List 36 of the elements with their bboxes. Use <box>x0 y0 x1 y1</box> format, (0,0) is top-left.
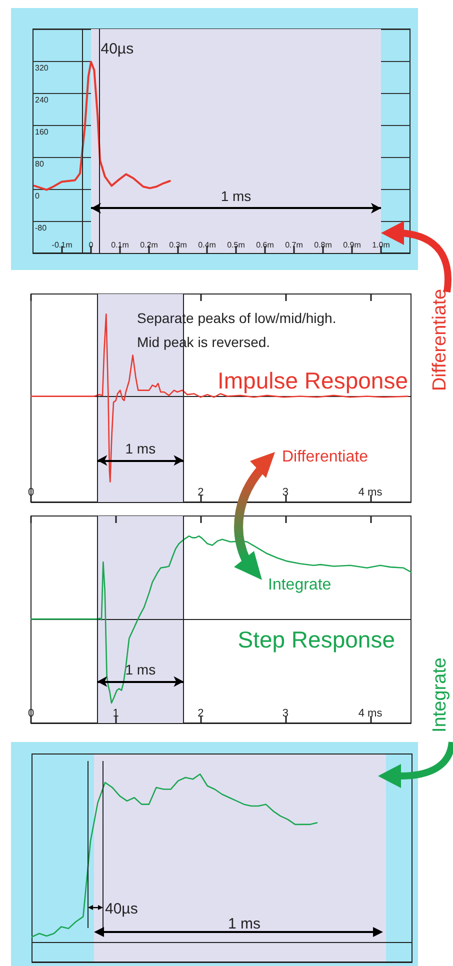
y-tick-label: 160 <box>35 128 49 136</box>
annotation: 40µs <box>105 900 138 918</box>
x-tick-label: 0.7m <box>285 240 304 250</box>
x-tick-label: 0.9m <box>343 240 362 250</box>
x-tick-label: 2 <box>198 486 204 498</box>
x-tick-label: 2 <box>198 708 204 720</box>
text: Step Response <box>238 626 396 652</box>
y-tick-label: 320 <box>35 64 49 72</box>
x-tick-label: 0.3m <box>169 240 188 250</box>
annotation: Differentiate <box>282 448 368 466</box>
annotation: Integrate <box>268 576 332 594</box>
band-label: 1 ms <box>125 440 156 456</box>
band-label: 1 ms <box>125 662 156 678</box>
x-tick-label: 0.8m <box>314 240 332 250</box>
x-tick-label: 0.5m <box>227 240 246 250</box>
x-tick-label: 3 <box>282 708 289 720</box>
x-tick-label: 0 <box>88 240 94 250</box>
band-label: 1 ms <box>220 188 252 204</box>
annotation: 1 ms <box>228 916 261 932</box>
x-tick-label: 4 ms <box>358 486 383 498</box>
x-tick-label: -0.1m <box>52 240 73 250</box>
x-tick-label: 1 <box>112 708 119 720</box>
x-tick-label: 3 <box>282 486 289 498</box>
x-tick-label: 0.2m <box>140 240 158 250</box>
x-tick-label: 0.6m <box>256 240 274 250</box>
series-label: Impulse Response <box>218 368 408 394</box>
text: Differentiate <box>430 288 450 392</box>
y-tick-label: 240 <box>35 96 49 104</box>
annotation: 40µs <box>100 40 134 58</box>
x-tick-label: 4 ms <box>358 708 383 720</box>
x-tick-label: 1.0m <box>372 240 390 250</box>
y-tick-label: -80 <box>35 224 48 232</box>
x-tick-label: 0.4m <box>198 240 216 250</box>
text: Integrate <box>430 658 450 732</box>
y-tick-label: 80 <box>35 160 44 168</box>
y-tick-label: 0 <box>35 192 40 200</box>
